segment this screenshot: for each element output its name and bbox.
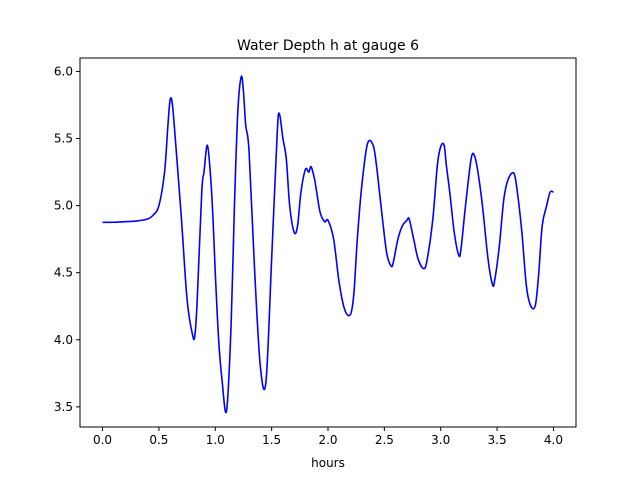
y-tick-label: 6.0 [54,64,73,78]
y-tick-label: 5.0 [54,199,73,213]
y-tick-label: 4.5 [54,266,73,280]
x-tick-label: 1.0 [206,433,225,447]
x-tick-label: 3.0 [431,433,450,447]
x-axis: 0.0 0.5 1.0 1.5 2.0 2.5 3.0 3.5 4.0 [93,427,563,447]
y-tick-label: 5.5 [54,132,73,146]
x-axis-label: hours [311,456,345,470]
y-axis: 3.5 4.0 4.5 5.0 5.5 6.0 [54,64,80,414]
x-tick-label: 0.5 [149,433,168,447]
x-tick-label: 3.5 [488,433,507,447]
x-tick-label: 0.0 [93,433,112,447]
series-line-0 [102,75,554,414]
x-tick-label: 4.0 [544,433,563,447]
plot-area [102,75,554,414]
x-tick-label: 1.5 [262,433,281,447]
x-tick-label: 2.0 [318,433,337,447]
chart-title: Water Depth h at gauge 6 [237,38,419,54]
y-tick-label: 4.0 [54,333,73,347]
x-tick-label: 2.5 [375,433,394,447]
y-tick-label: 3.5 [54,400,73,414]
